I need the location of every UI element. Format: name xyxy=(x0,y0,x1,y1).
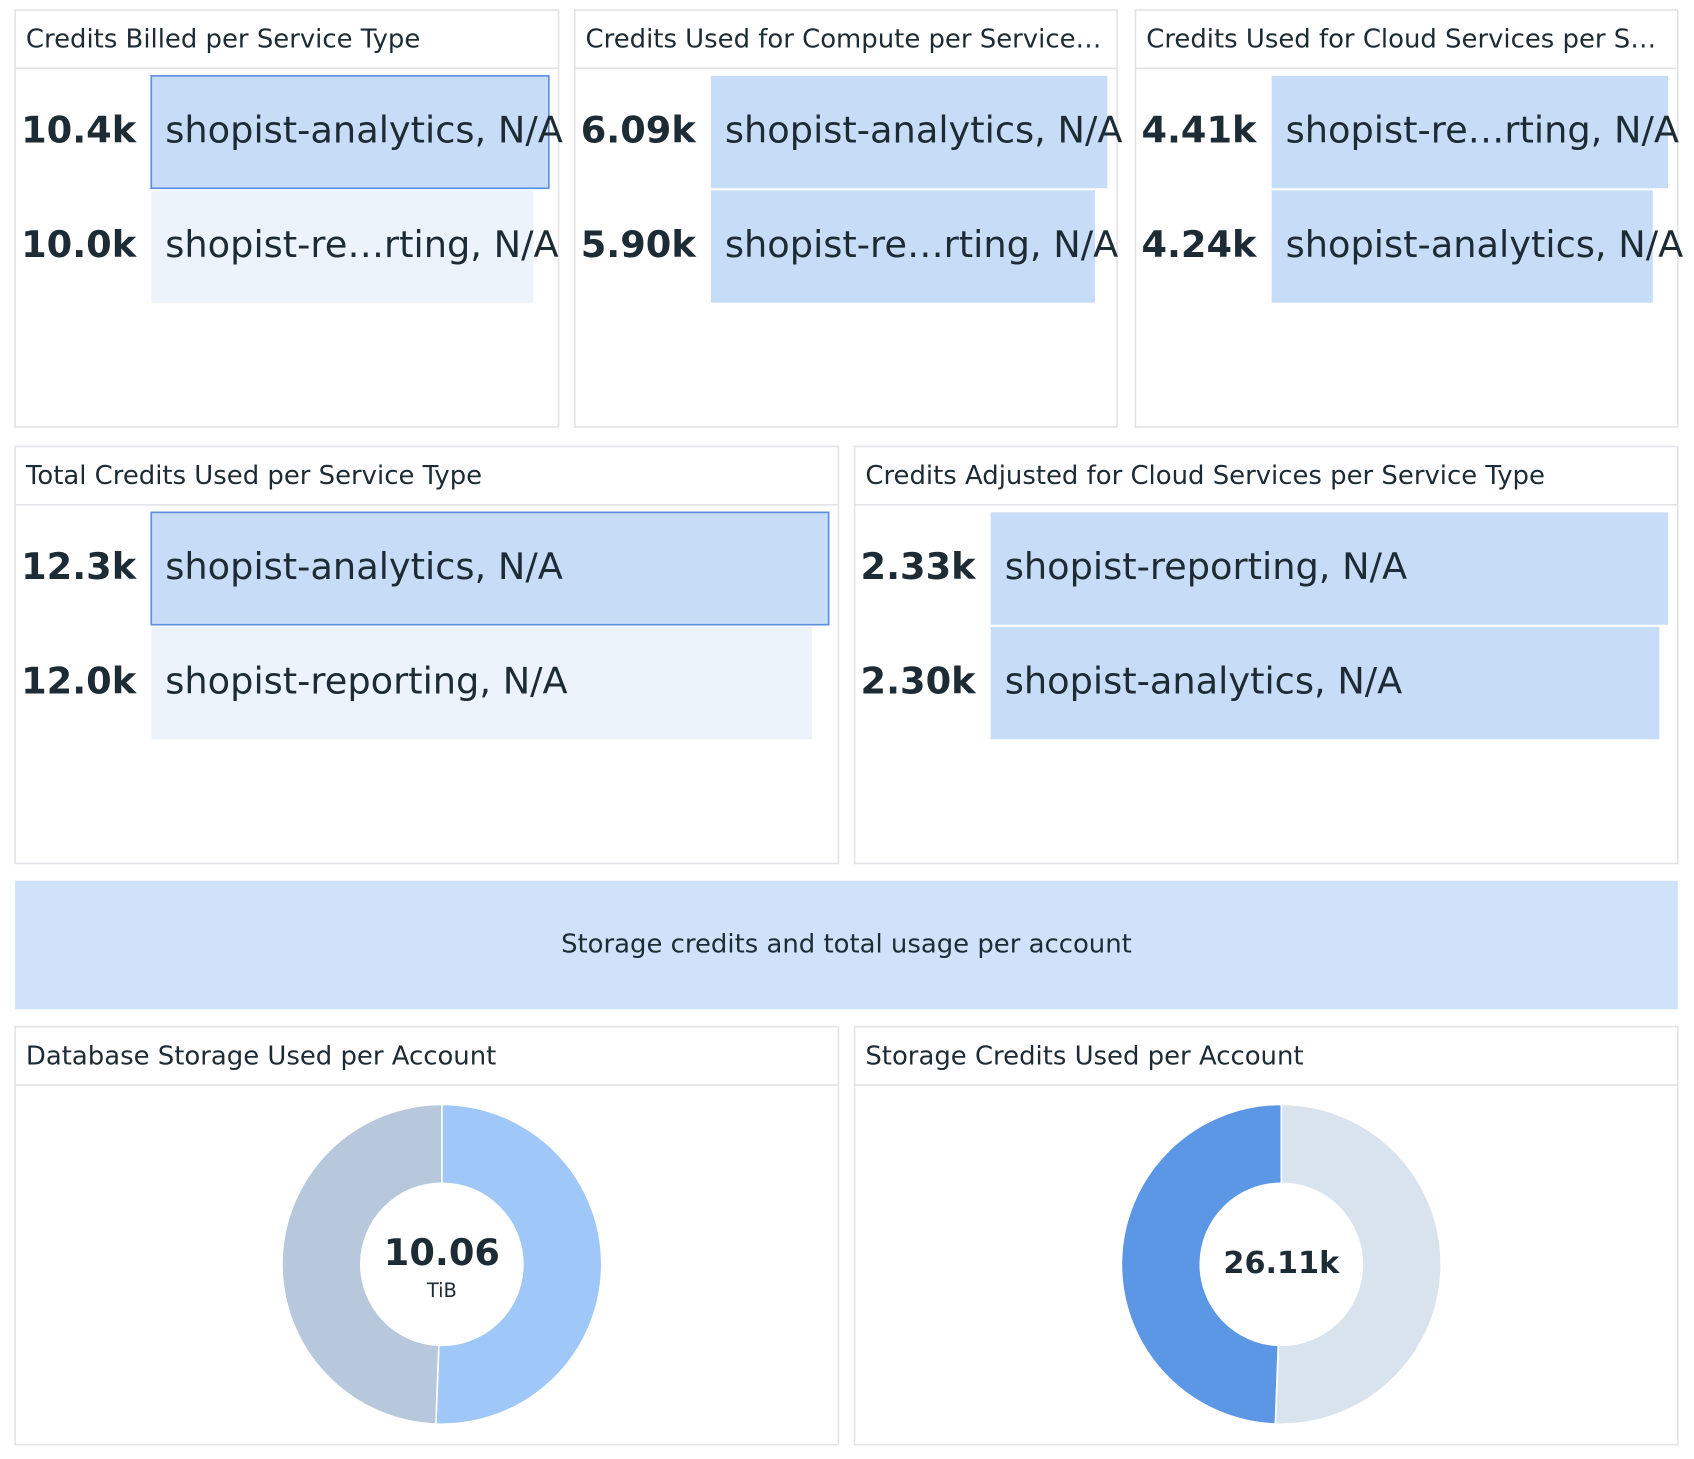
bar xyxy=(710,190,1095,303)
bar-label: shopist-reporting, N/A xyxy=(165,660,567,703)
widget-title: Storage Credits Used per Account xyxy=(865,1041,1303,1071)
donut-total: 26.11k xyxy=(1223,1246,1340,1281)
bar-label: shopist-analytics, N/A xyxy=(1005,660,1403,703)
donut-segment xyxy=(281,1103,443,1425)
value-label: 6.09k xyxy=(581,109,698,152)
donut-unit: TiB xyxy=(426,1279,457,1302)
value-label: 2.30k xyxy=(861,660,978,703)
value-label: 4.24k xyxy=(1141,223,1258,266)
value-label: 12.3k xyxy=(21,545,138,588)
bar-label: shopist-re…rting, N/A xyxy=(1286,109,1679,152)
widget-title: Total Credits Used per Service Type xyxy=(25,461,482,491)
bar-label: shopist-analytics, N/A xyxy=(165,109,563,152)
widget-title: Credits Billed per Service Type xyxy=(26,25,420,55)
donut-segment xyxy=(1274,1103,1442,1425)
bar xyxy=(990,512,1669,625)
donut-total: 10.06 xyxy=(384,1231,500,1274)
bar xyxy=(710,75,1108,189)
donut-segment xyxy=(435,1103,603,1425)
bar-label: shopist-re…rting, N/A xyxy=(725,223,1118,266)
bar xyxy=(151,626,813,740)
widget-title: Database Storage Used per Account xyxy=(26,1041,496,1071)
value-label: 2.33k xyxy=(861,545,978,588)
bar-label: shopist-reporting, N/A xyxy=(1005,545,1407,588)
bar-label: shopist-analytics, N/A xyxy=(725,109,1123,152)
bar-label: shopist-re…rting, N/A xyxy=(165,223,558,266)
bar xyxy=(150,511,830,626)
value-label: 10.4k xyxy=(21,109,138,152)
bar xyxy=(990,626,1660,740)
bar xyxy=(151,190,534,303)
note-text: Storage credits and total usage per acco… xyxy=(561,930,1132,960)
bar xyxy=(150,75,550,190)
value-label: 4.41k xyxy=(1141,109,1258,152)
bar-label: shopist-analytics, N/A xyxy=(1286,223,1684,266)
bar xyxy=(1271,190,1653,303)
value-label: 5.90k xyxy=(581,223,698,266)
widget-title: Credits Adjusted for Cloud Services per … xyxy=(865,461,1545,491)
widget-title: Credits Used for Cloud Services per S… xyxy=(1146,25,1656,55)
widget-title: Credits Used for Compute per Service… xyxy=(586,25,1102,55)
note-box xyxy=(15,880,1678,1010)
donut-segment xyxy=(1120,1103,1283,1425)
bar-label: shopist-analytics, N/A xyxy=(165,545,563,588)
value-label: 12.0k xyxy=(21,660,138,703)
bar xyxy=(1271,75,1669,189)
value-label: 10.0k xyxy=(21,223,138,266)
